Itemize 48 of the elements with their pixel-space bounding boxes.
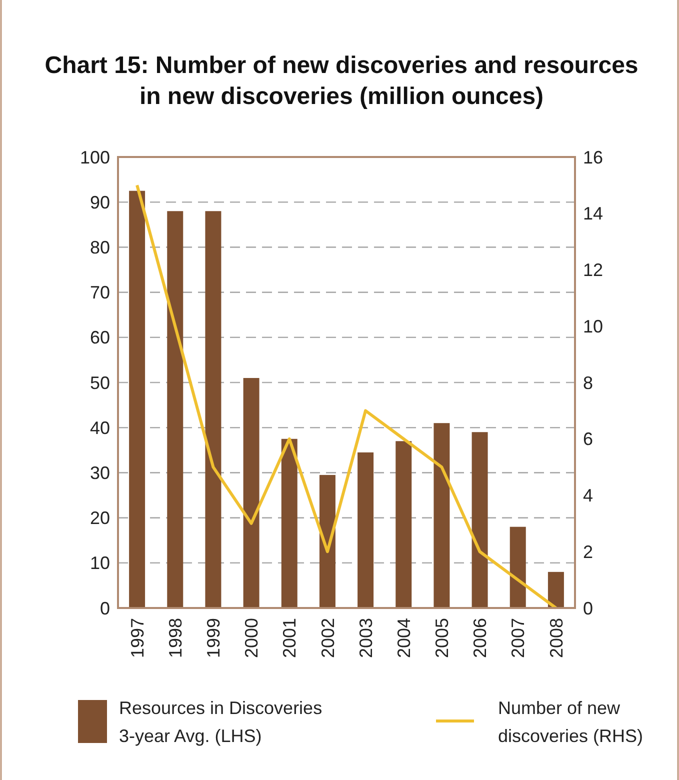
x-tick-label: 2001 [280, 618, 300, 658]
x-tick-label: 1998 [165, 618, 186, 658]
bar [548, 572, 564, 608]
bar [358, 452, 374, 608]
legend-label: Resources in Discoveries 3-year Avg. (LHS) [119, 698, 322, 746]
x-tick-label: 2007 [508, 618, 528, 658]
bar [129, 190, 146, 608]
y-tick-label: 70 [90, 282, 110, 303]
bar [319, 474, 336, 608]
y2-tick-label: 0 [583, 598, 594, 618]
y-tick-label: 0 [100, 598, 110, 618]
y-tick-label: 20 [90, 508, 110, 528]
y-tick-label: 60 [90, 328, 110, 348]
y-tick-label: 90 [90, 192, 110, 212]
y-tick-label: 30 [90, 463, 110, 483]
y2-tick-label: 10 [583, 316, 604, 336]
y2-tick-label: 8 [583, 372, 594, 393]
bar [510, 526, 526, 608]
y-tick-label: 80 [90, 238, 110, 258]
bar [472, 432, 488, 608]
y2-tick-label: 12 [583, 260, 604, 280]
x-tick-label: 2002 [318, 618, 338, 658]
line-series [136, 184, 558, 610]
x-tick-label: 2006 [470, 618, 490, 658]
y-tick-label: 100 [80, 147, 110, 168]
y-tick-label: 10 [90, 553, 110, 574]
y2-tick-label: 14 [583, 204, 604, 224]
y2-tick-label: 2 [583, 542, 594, 562]
bar [243, 378, 260, 608]
x-tick-label: 1999 [204, 618, 224, 658]
x-tick-label: 2000 [242, 618, 262, 658]
legend-label: Number of new discoveries (RHS) [498, 698, 644, 746]
x-tick-label: 2003 [356, 618, 376, 658]
bar [434, 423, 450, 608]
x-tick-label: 1997 [127, 618, 148, 658]
bar [396, 441, 412, 608]
x-tick-label: 2005 [432, 618, 452, 658]
y-tick-label: 50 [90, 372, 110, 393]
y2-tick-label: 6 [583, 429, 594, 450]
y-tick-label: 40 [90, 418, 110, 438]
bar [167, 211, 184, 608]
y2-tick-label: 16 [583, 147, 604, 168]
chart-title: Chart 15: Number of new discoveries and resources in new discoveries (million ounces) [44, 52, 638, 110]
bar [281, 438, 298, 608]
x-tick-label: 2008 [546, 618, 566, 658]
bar [205, 211, 222, 608]
x-tick-label: 2004 [394, 618, 414, 658]
y2-tick-label: 4 [583, 486, 594, 506]
